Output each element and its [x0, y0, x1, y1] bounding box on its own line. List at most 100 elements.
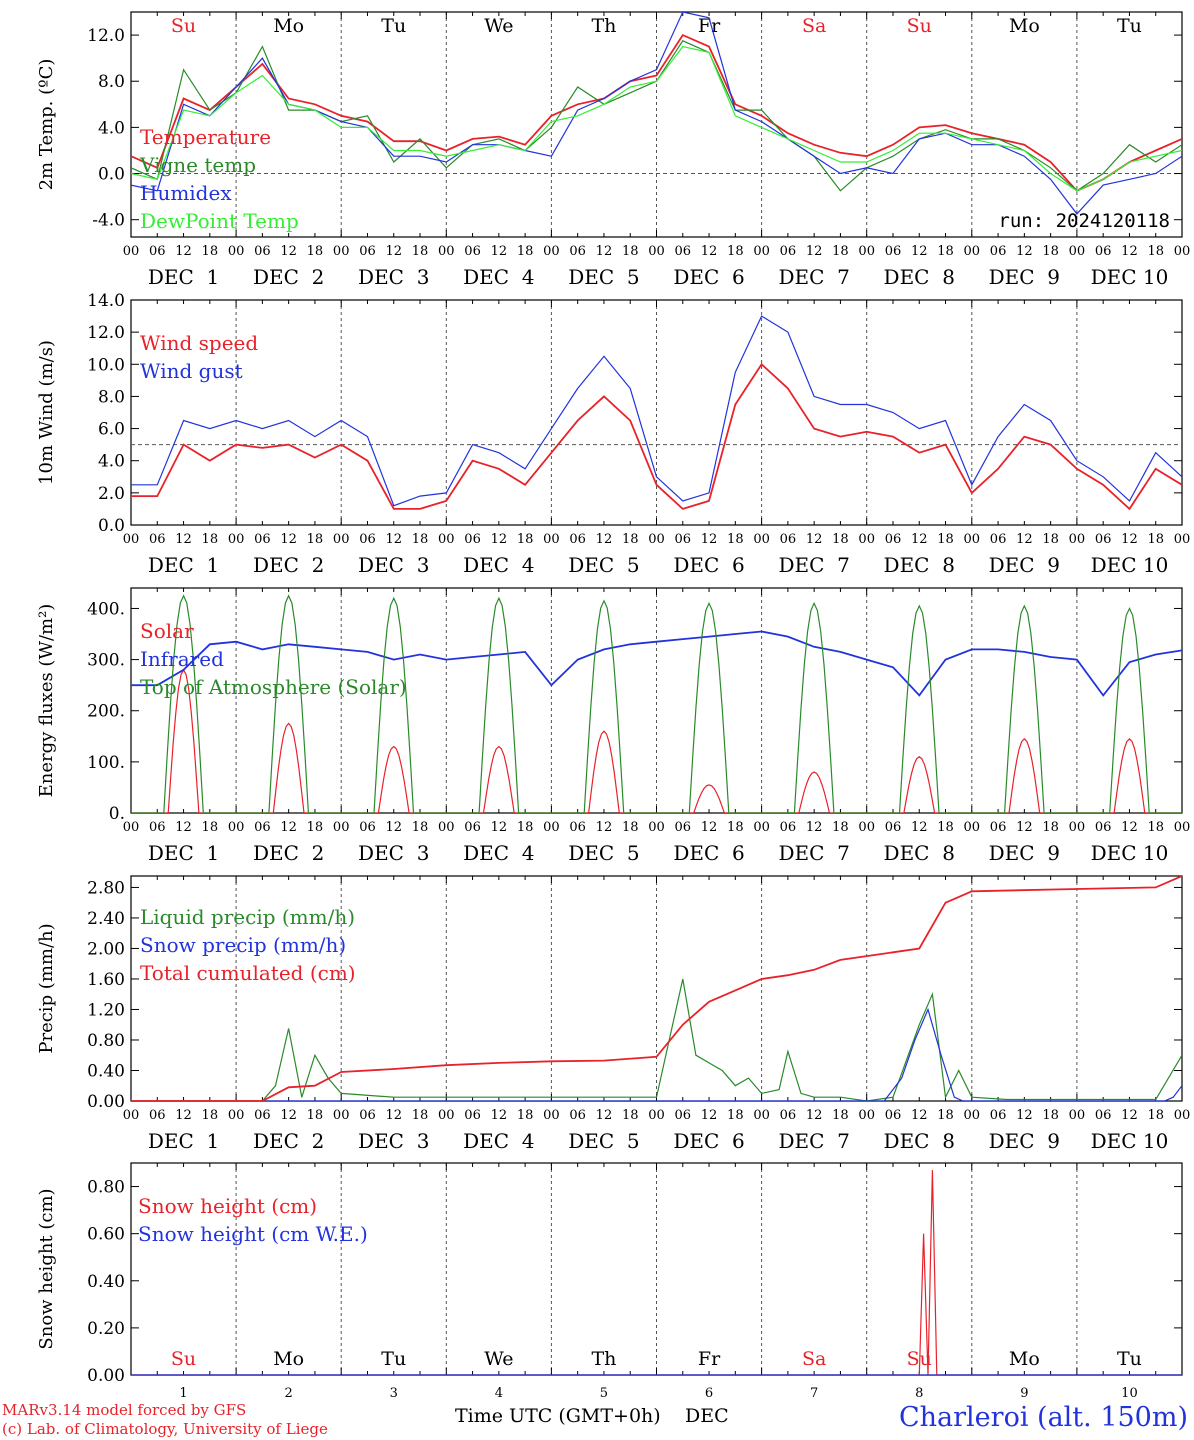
hour-tick-label: 12 [701, 532, 718, 547]
y-axis-title: Precip (mm/h) [36, 923, 57, 1053]
hour-tick-label: 06 [990, 244, 1007, 259]
hour-tick-label: 06 [359, 820, 376, 835]
hour-tick-label: 12 [596, 244, 613, 259]
hour-tick-label: 00 [123, 244, 140, 259]
plot-frame [130, 299, 1183, 526]
hour-tick-label: 06 [359, 244, 376, 259]
hour-tick-label: 00 [753, 820, 770, 835]
hour-tick-label: 12 [1121, 244, 1138, 259]
hour-tick-label: 12 [491, 820, 508, 835]
series-group [131, 315, 1182, 511]
day-label: DEC 5 [568, 1129, 639, 1153]
hour-tick-label: 00 [543, 820, 560, 835]
hour-tick-label: 12 [701, 1108, 718, 1123]
legend-humidex: Humidex [140, 181, 232, 205]
hour-tick-label: 18 [517, 532, 534, 547]
hour-tick-label: 00 [1174, 820, 1191, 835]
legend-vigne-temp: Vigne temp [139, 153, 256, 177]
x-axis-unit: DEC [685, 1405, 729, 1427]
legend-snow-height-cm-: Snow height (cm) [138, 1194, 317, 1218]
weekday-label: Sa [802, 1348, 826, 1370]
chart-panel-1: -4.0 0.0 4.0 8.0 12.0 2m Temp. (ºC) 00 06 12 18 00… [36, 11, 1191, 289]
hour-tick-label: 18 [307, 532, 324, 547]
hour-tick-label: 00 [333, 244, 350, 259]
hour-tick-label: 12 [806, 244, 823, 259]
hour-tick-label: 12 [911, 820, 928, 835]
weekday-label: Mo [1009, 15, 1040, 37]
series-line-temperature [131, 33, 1182, 192]
hour-tick-label: 06 [675, 1108, 692, 1123]
plot-frame [130, 11, 1183, 238]
y-tick-label: 0.40 [87, 1272, 125, 1292]
hour-tick-label: 18 [937, 532, 954, 547]
hour-tick-label: 00 [123, 1108, 140, 1123]
hour-tick-label: 00 [543, 244, 560, 259]
y-tick-label: 4.0 [98, 118, 125, 138]
day-label: DEC 7 [778, 1129, 849, 1153]
y-tick-label: 0.00 [87, 1092, 125, 1112]
day-label: DEC 7 [778, 553, 849, 577]
hour-tick-label: 06 [149, 1108, 166, 1123]
hour-tick-label: 06 [569, 1108, 586, 1123]
y-tick-label: 2.80 [87, 878, 125, 898]
hour-tick-label: 00 [648, 532, 665, 547]
hour-tick-label: 12 [175, 244, 192, 259]
weekday-label: Th [591, 1348, 616, 1370]
hour-tick-label: 18 [412, 244, 429, 259]
hour-tick-label: 06 [254, 532, 271, 547]
y-tick-label: 8.0 [98, 387, 125, 407]
series-line-dewpoint-temp [131, 45, 1182, 192]
hour-tick-label: 00 [1174, 1108, 1191, 1123]
series-line-snow-precip-mm-h- [131, 1007, 1182, 1101]
hour-tick-label: 06 [1095, 244, 1112, 259]
day-label: DEC 9 [989, 265, 1060, 289]
day-number-label: 8 [915, 1386, 923, 1401]
series-line-infrared [131, 630, 1182, 697]
hour-tick-label: 00 [1174, 532, 1191, 547]
weekday-label: Tu [381, 15, 406, 37]
y-tick-label: 100. [87, 753, 125, 773]
run-annotation: run: 2024120118 [998, 210, 1170, 232]
day-label: DEC 8 [884, 553, 955, 577]
hour-tick-label: 06 [885, 1108, 902, 1123]
hour-tick-label: 00 [333, 1108, 350, 1123]
hour-tick-label: 18 [202, 532, 219, 547]
hour-tick-label: 12 [1121, 1108, 1138, 1123]
hour-tick-label: 18 [832, 532, 849, 547]
y-tick-label: 0. [109, 804, 125, 824]
copyright-credit: (c) Lab. of Climatology, University of L… [2, 1420, 328, 1438]
hour-tick-label: 00 [438, 532, 455, 547]
day-label: DEC 2 [253, 841, 324, 865]
hour-tick-label: 06 [1095, 532, 1112, 547]
hour-tick-label: 12 [385, 820, 402, 835]
hour-tick-label: 00 [858, 820, 875, 835]
hour-tick-label: 06 [569, 244, 586, 259]
hour-tick-label: 00 [1174, 244, 1191, 259]
day-number-label: 5 [600, 1386, 608, 1401]
hour-tick-label: 12 [280, 820, 297, 835]
hour-tick-label: 06 [1095, 1108, 1112, 1123]
y-tick-label: 0.60 [87, 1225, 125, 1245]
day-label: DEC 3 [358, 553, 429, 577]
legend-liquid-precip-mm-h-: Liquid precip (mm/h) [140, 905, 355, 929]
hour-tick-label: 06 [990, 1108, 1007, 1123]
hour-tick-label: 00 [333, 820, 350, 835]
station-title: Charleroi (alt. 150m) [899, 1402, 1188, 1433]
hour-tick-label: 00 [964, 1108, 981, 1123]
hour-tick-label: 12 [806, 820, 823, 835]
hour-tick-label: 00 [858, 1108, 875, 1123]
hour-tick-label: 00 [964, 244, 981, 259]
hour-tick-label: 18 [307, 244, 324, 259]
y-tick-label: 0.80 [87, 1178, 125, 1198]
y-axis-title: Snow height (cm) [36, 1188, 57, 1349]
hour-tick-label: 12 [280, 1108, 297, 1123]
y-tick-label: 2.00 [87, 939, 125, 959]
hour-tick-label: 06 [780, 1108, 797, 1123]
y-tick-label: 200. [87, 702, 125, 722]
hour-tick-label: 18 [517, 244, 534, 259]
y-tick-label: 0.80 [87, 1031, 125, 1051]
hour-tick-label: 00 [753, 1108, 770, 1123]
hour-tick-label: 12 [1016, 1108, 1033, 1123]
hour-tick-label: 06 [254, 244, 271, 259]
weekday-label: Fr [698, 1348, 721, 1370]
